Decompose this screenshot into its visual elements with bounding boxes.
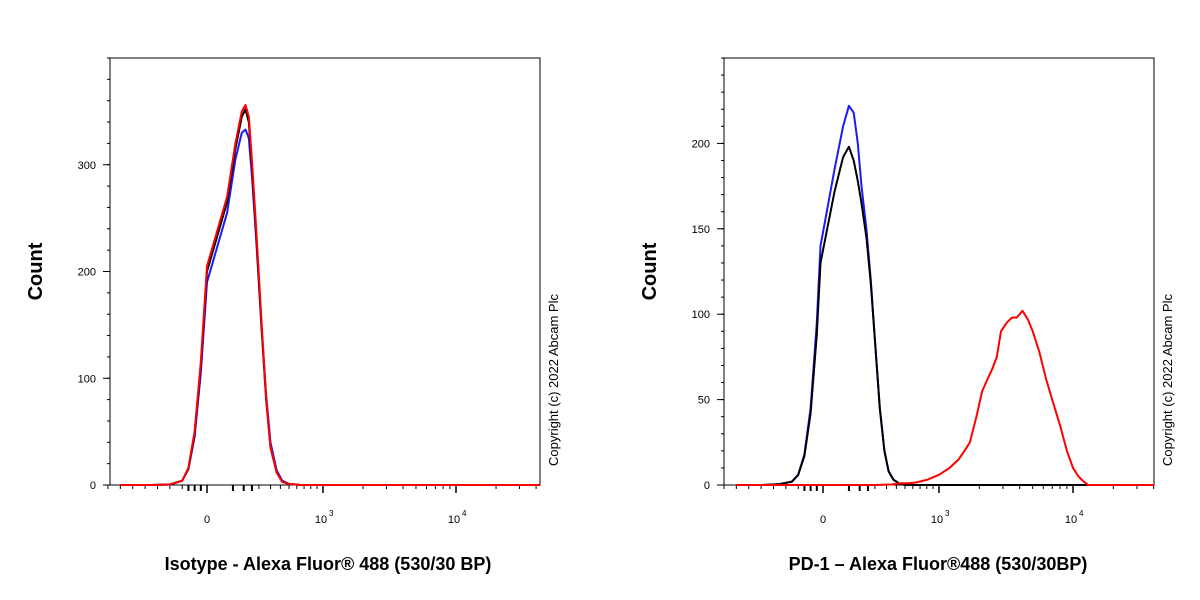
x-axis-label: PD-1 – Alexa Fluor®488 (530/30BP) (789, 554, 1088, 574)
y-tick-label: 150 (692, 224, 710, 236)
y-tick-label: 300 (78, 160, 96, 172)
histogram-series-3 (736, 309, 1154, 486)
x-tick-label: 0 (820, 514, 826, 526)
plot-frame (109, 57, 541, 486)
y-tick-label: 200 (78, 267, 96, 279)
x-tick-exponent: 4 (1079, 509, 1084, 518)
x-tick-exponent: 3 (329, 509, 334, 518)
x-axis-label: Isotype - Alexa Fluor® 488 (530/30 BP) (165, 554, 492, 574)
x-tick-label: 10 (448, 514, 460, 526)
histogram-series-1 (736, 104, 1154, 486)
x-tick-label: 10 (315, 514, 327, 526)
y-tick-label: 50 (698, 395, 710, 407)
x-tick-label: 0 (204, 514, 210, 526)
histogram-series-2 (120, 108, 540, 486)
plot-frame (723, 57, 1155, 486)
x-tick-exponent: 3 (945, 509, 950, 518)
copyright-notice: Copyright (c) 2022 Abcam Plc (546, 294, 561, 466)
y-axis-label: Count (639, 242, 661, 300)
y-tick-label: 200 (692, 138, 710, 150)
histogram-series-2 (736, 145, 1154, 486)
y-tick-label: 0 (704, 480, 710, 492)
x-tick-exponent: 4 (462, 509, 467, 518)
x-tick-label: 10 (1065, 514, 1077, 526)
copyright-notice: Copyright (c) 2022 Abcam Plc (1160, 294, 1175, 466)
histogram-series-3 (120, 104, 540, 486)
histogram-series-1 (120, 128, 540, 486)
x-tick-label: 10 (931, 514, 943, 526)
y-axis-label: Count (25, 242, 47, 300)
y-tick-label: 100 (78, 373, 96, 385)
y-tick-label: 0 (90, 480, 96, 492)
y-tick-label: 100 (692, 309, 710, 321)
